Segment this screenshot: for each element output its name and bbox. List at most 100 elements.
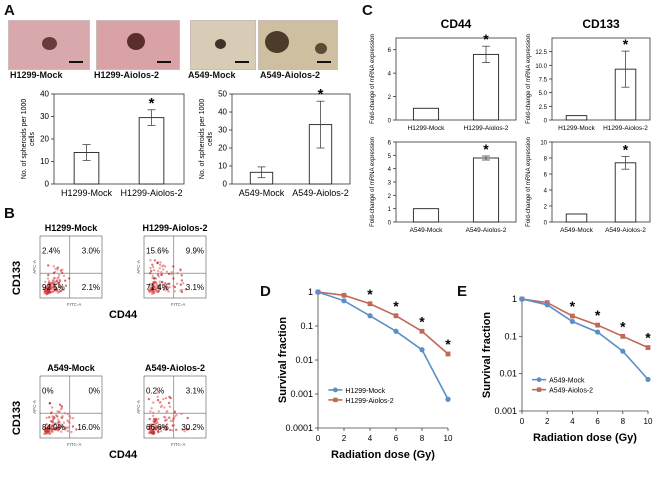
- axis-small-label: APC-A: [32, 260, 37, 274]
- x-axis-label: Radiation dose (Gy): [331, 449, 435, 461]
- chart-a-right: 0 10 20 30 40 50 No. of spheroids per 1000cell…: [199, 86, 351, 198]
- photo-caption: H1299-Mock: [10, 70, 63, 80]
- category-label: H1299-Mock: [558, 125, 596, 132]
- chart-title: CD44: [441, 17, 472, 31]
- y-axis-label: Fold-change of mRNA expression: [526, 34, 532, 124]
- series-point: [569, 318, 575, 325]
- flow-plot-title: A549-Aiolos-2: [145, 363, 205, 373]
- x-tick-label: 0: [316, 434, 321, 443]
- category-label: H1299-Mock: [408, 125, 446, 132]
- y-tick-label: 10: [540, 141, 547, 147]
- y-tick-label: 50: [218, 90, 227, 99]
- x-tick-label: 10: [444, 434, 453, 443]
- series-point: [519, 296, 525, 302]
- category-label: H1299-Aiolos-2: [120, 188, 182, 198]
- quadrant-ul-value: 2.4%: [42, 246, 60, 255]
- quadrant-ur-value: 3.0%: [82, 246, 100, 255]
- flow-plots: H1299-Mock 2.4% 3.0% 92.5% 2.1% FITC-A APC-A H1…: [11, 223, 208, 461]
- y-tick-label: 2.5: [539, 105, 548, 111]
- series-point: [645, 345, 651, 350]
- chart-c-cd44-h1299: 0 2 4 6 Fold-change of mRNA expression H1299-…: [370, 17, 517, 132]
- y-axis-label: Survival fraction: [277, 317, 289, 403]
- quadrant-lr-value: 30.2%: [181, 423, 204, 432]
- axis-small-label: FITC-A: [171, 302, 186, 307]
- significance-star: *: [419, 313, 425, 329]
- quadrant-lr-value: 2.1%: [82, 283, 100, 292]
- significance-star: *: [483, 141, 489, 157]
- y-tick-label: 30: [218, 126, 227, 135]
- plot-frame: [53, 93, 185, 185]
- series-point: [645, 376, 651, 383]
- y-tick-label: 0: [544, 221, 548, 227]
- series-point: [367, 301, 373, 307]
- x-tick-label: 2: [342, 434, 347, 443]
- x-axis-label: Radiation dose (Gy): [533, 432, 637, 444]
- y-tick-label: 0: [544, 119, 548, 125]
- panel-label-e: E: [457, 283, 468, 300]
- flow-y-axis-label: CD133: [11, 261, 23, 295]
- axis-small-label: APC-A: [136, 260, 141, 274]
- y-tick-label: 20: [218, 144, 227, 153]
- y-tick-label: 0.001: [290, 389, 313, 399]
- flow-plot-title: H1299-Mock: [45, 223, 99, 233]
- bar: [412, 107, 440, 121]
- series-point: [544, 302, 550, 308]
- y-tick-label: 6: [388, 141, 392, 147]
- chart-c-cd44-a549: 0 1 2 3 4 5 6 Fold-change of mRNA expression A54…: [370, 137, 517, 234]
- category-label: A549-Aiolos-2: [466, 227, 507, 234]
- significance-star: *: [367, 286, 373, 302]
- photo-caption: A549-Aiolos-2: [260, 70, 321, 80]
- category-label: A549-Aiolos-2: [292, 188, 349, 198]
- significance-star: *: [623, 36, 629, 52]
- series-point: [315, 289, 321, 295]
- series-point: [419, 347, 425, 353]
- quadrant-lr-value: 16.0%: [77, 423, 100, 432]
- y-tick-label: 2: [388, 95, 392, 101]
- scale-bar: [235, 61, 249, 63]
- y-tick-label: 1: [512, 294, 517, 304]
- series-point: [445, 351, 451, 357]
- significance-star: *: [620, 318, 626, 334]
- y-axis-label: No. of spheroids per 1000cells: [21, 99, 36, 180]
- y-tick-label: 10.0: [535, 64, 547, 70]
- category-label: H1299-Mock: [61, 188, 113, 198]
- series-point: [570, 313, 575, 319]
- y-tick-label: 4: [388, 167, 392, 173]
- quadrant-ur-value: 9.9%: [186, 246, 204, 255]
- quadrant-ll-value: 92.5%: [42, 283, 65, 292]
- quadrant-ll-value: 84.0%: [42, 423, 65, 432]
- scale-bar: [317, 61, 331, 63]
- bar: [412, 208, 440, 223]
- series-point: [367, 313, 373, 319]
- y-tick-label: 12.5: [535, 50, 547, 56]
- y-tick-label: 6: [388, 48, 392, 54]
- y-tick-label: 0: [388, 221, 392, 227]
- x-tick-label: 8: [420, 434, 425, 443]
- y-tick-label: 0.1: [504, 331, 517, 341]
- y-tick-label: 40: [218, 108, 227, 117]
- y-tick-label: 6: [544, 173, 548, 179]
- flow-y-axis-label: CD133: [11, 401, 23, 435]
- y-tick-label: 7.5: [539, 78, 548, 84]
- quadrant-ur-value: 3.1%: [186, 386, 204, 395]
- significance-star: *: [483, 31, 489, 47]
- y-tick-label: 5.0: [539, 91, 548, 97]
- bar: [565, 115, 588, 121]
- series-point: [393, 328, 399, 334]
- series-point: [620, 333, 626, 339]
- photo-caption: A549-Mock: [188, 70, 236, 80]
- axis-small-label: APC-A: [32, 400, 37, 414]
- legend-label: A549-Aiolos-2: [549, 388, 593, 395]
- quadrant-ul-value: 15.6%: [146, 246, 169, 255]
- x-tick-label: 10: [644, 417, 653, 426]
- quadrant-ul-value: 0.2%: [146, 386, 164, 395]
- plot-frame: [231, 93, 351, 185]
- y-tick-label: 20: [40, 135, 49, 144]
- bar: [565, 213, 588, 223]
- x-tick-label: 4: [368, 434, 373, 443]
- category-label: H1299-Aiolos-2: [464, 125, 509, 132]
- flow-x-axis-label: CD44: [109, 309, 138, 321]
